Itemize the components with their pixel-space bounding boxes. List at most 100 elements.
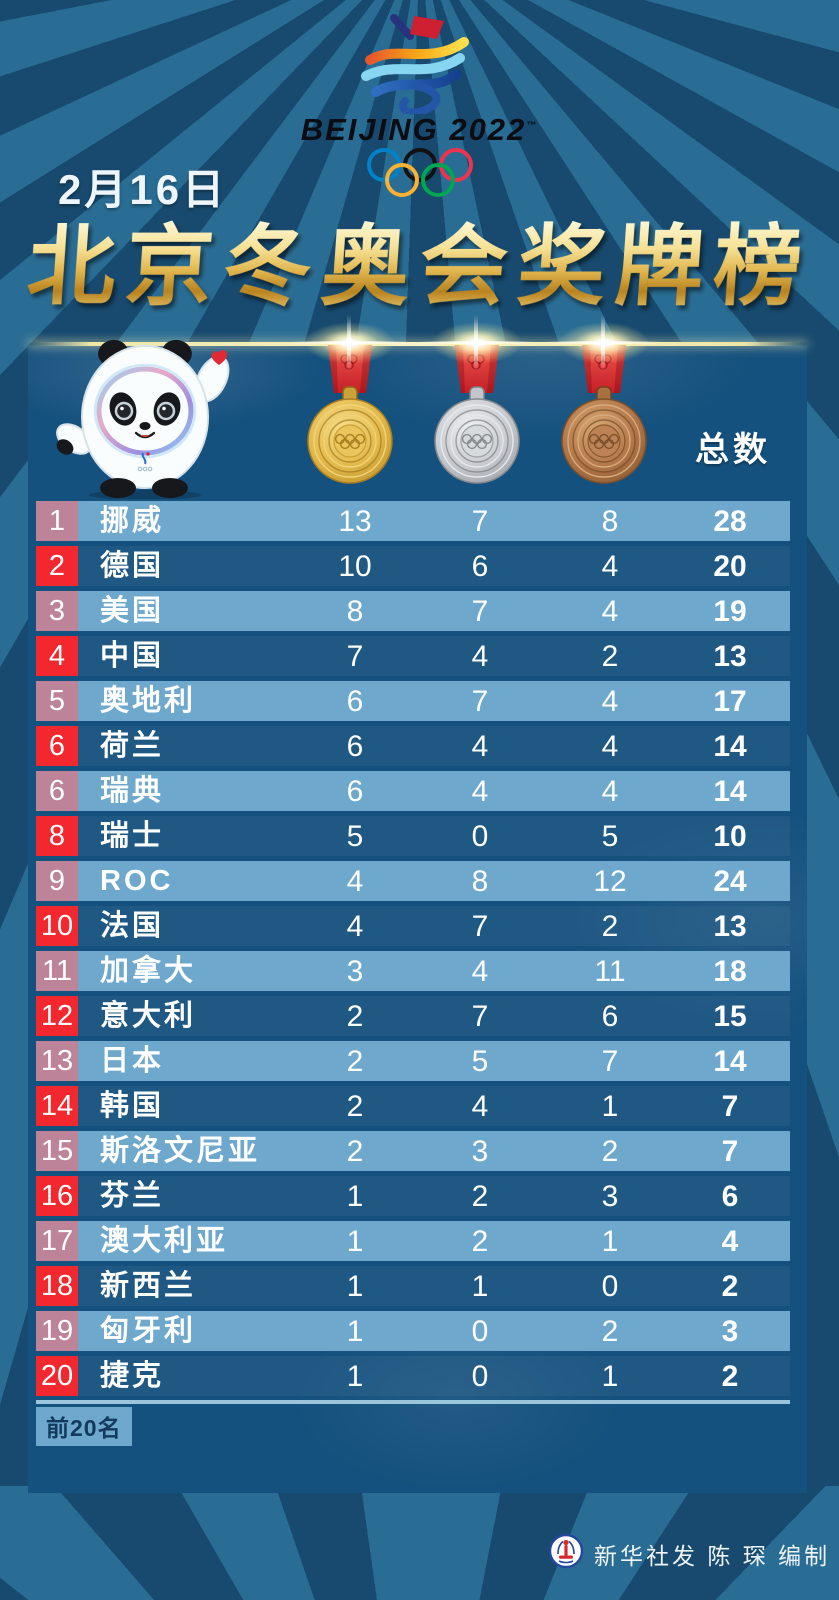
- bronze-count: 0: [601, 1270, 619, 1303]
- bronze-count: 4: [601, 595, 619, 628]
- country-name: 匈牙利: [100, 1315, 197, 1347]
- total-count: 24: [713, 865, 747, 898]
- bronze-count: 4: [601, 730, 619, 763]
- total-count: 14: [713, 1045, 747, 1078]
- bronze-count: 1: [601, 1360, 619, 1393]
- medal-table-row: 17 澳大利亚 1 2 1 4: [36, 1221, 790, 1261]
- total-count: 7: [721, 1135, 739, 1168]
- gold-count: 3: [346, 955, 364, 988]
- medal-table-row: 6 荷兰 6 4 4 14: [36, 726, 790, 766]
- country-name: 美国: [100, 595, 165, 627]
- bronze-count: 4: [601, 550, 619, 583]
- total-count: 17: [713, 685, 747, 718]
- medal-table-row: 15 斯洛文尼亚 2 3 2 7: [36, 1131, 790, 1171]
- silver-count: 1: [471, 1270, 489, 1303]
- beijing-2022-wordmark: BEIJING 2022™: [300, 112, 539, 147]
- rank-badge: 20: [36, 1356, 78, 1396]
- gold-count: 1: [346, 1270, 364, 1303]
- medal-table-row: 6 瑞典 6 4 4 14: [36, 771, 790, 811]
- bronze-count: 4: [601, 685, 619, 718]
- gold-count: 1: [346, 1315, 364, 1348]
- country-name: 法国: [100, 910, 165, 942]
- medal-table-row: 4 中国 7 4 2 13: [36, 636, 790, 676]
- gold-count: 2: [346, 1000, 364, 1033]
- rank-badge: 18: [36, 1266, 78, 1306]
- rank-badge: 10: [36, 906, 78, 946]
- poster-title: 北京冬奥会奖牌榜: [0, 218, 839, 320]
- bronze-count: 7: [601, 1045, 619, 1078]
- total-count: 6: [721, 1180, 739, 1213]
- total-count: 14: [713, 730, 747, 763]
- rank-badge: 14: [36, 1086, 78, 1126]
- rank-badge: 2: [36, 546, 78, 586]
- bronze-count: 8: [601, 505, 619, 538]
- rank-badge: 16: [36, 1176, 78, 1216]
- total-count: 2: [721, 1360, 739, 1393]
- silver-count: 5: [471, 1045, 489, 1078]
- gold-count: 5: [346, 820, 364, 853]
- silver-count: 7: [471, 505, 489, 538]
- silver-count: 4: [471, 955, 489, 988]
- medal-table-row: 2 德国 10 6 4 20: [36, 546, 790, 586]
- medal-table-row: 19 匈牙利 1 0 2 3: [36, 1311, 790, 1351]
- medal-table: 1 挪威 13 7 8 28 2 德国 10 6 4 20 3 美国 8 7 4…: [36, 501, 790, 1401]
- medal-table-row: 18 新西兰 1 1 0 2: [36, 1266, 790, 1306]
- country-name: 澳大利亚: [100, 1225, 229, 1257]
- country-name: 日本: [100, 1045, 165, 1077]
- country-name: 捷克: [100, 1360, 165, 1392]
- gold-count: 13: [338, 505, 372, 538]
- silver-count: 0: [471, 1360, 489, 1393]
- rank-badge: 8: [36, 816, 78, 856]
- silver-count: 6: [471, 550, 489, 583]
- trademark-symbol: ™: [526, 120, 539, 132]
- beijing-2022-emblem-icon: [361, 14, 469, 114]
- rank-badge: 15: [36, 1131, 78, 1171]
- medal-table-row: 3 美国 8 7 4 19: [36, 591, 790, 631]
- bronze-count: 12: [593, 865, 627, 898]
- rank-badge: 1: [36, 501, 78, 541]
- bronze-count: 2: [601, 1135, 619, 1168]
- silver-count: 4: [471, 730, 489, 763]
- medal-table-row: 8 瑞士 5 0 5 10: [36, 816, 790, 856]
- total-count: 15: [713, 1000, 747, 1033]
- total-count: 10: [713, 820, 747, 853]
- bronze-count: 6: [601, 1000, 619, 1033]
- gold-count: 1: [346, 1180, 364, 1213]
- rank-badge: 17: [36, 1221, 78, 1261]
- total-count: 13: [713, 910, 747, 943]
- silver-medal-icon: [434, 345, 520, 484]
- rank-badge: 6: [36, 726, 78, 766]
- credit-line: 新华社发 陈 琛 编制: [594, 1543, 831, 1569]
- silver-count: 8: [471, 865, 489, 898]
- silver-count: 7: [471, 685, 489, 718]
- bronze-count: 2: [601, 640, 619, 673]
- date-label: 2月16日: [58, 166, 228, 213]
- gold-medal-icon: [307, 345, 393, 484]
- rank-badge: 5: [36, 681, 78, 721]
- silver-count: 3: [471, 1135, 489, 1168]
- silver-count: 4: [471, 1090, 489, 1123]
- silver-count: 2: [471, 1180, 489, 1213]
- rank-badge: 6: [36, 771, 78, 811]
- medal-table-row: 16 芬兰 1 2 3 6: [36, 1176, 790, 1216]
- table-bottom-divider: [36, 1400, 790, 1404]
- bronze-count: 1: [601, 1225, 619, 1258]
- country-name: 德国: [100, 550, 165, 582]
- medal-table-row: 5 奥地利 6 7 4 17: [36, 681, 790, 721]
- bronze-medal-icon: [561, 345, 647, 484]
- medal-table-row: 9 ROC 4 8 12 24: [36, 861, 790, 901]
- gold-count: 6: [346, 775, 364, 808]
- silver-count: 0: [471, 1315, 489, 1348]
- country-name: 瑞士: [100, 820, 165, 852]
- bronze-count: 5: [601, 820, 619, 853]
- total-count: 4: [721, 1225, 739, 1258]
- gold-count: 8: [346, 595, 364, 628]
- total-count: 2: [721, 1270, 739, 1303]
- total-count: 14: [713, 775, 747, 808]
- bronze-count: 4: [601, 775, 619, 808]
- silver-count: 0: [471, 820, 489, 853]
- country-name: 荷兰: [100, 730, 165, 762]
- gold-count: 2: [346, 1135, 364, 1168]
- bronze-count: 1: [601, 1090, 619, 1123]
